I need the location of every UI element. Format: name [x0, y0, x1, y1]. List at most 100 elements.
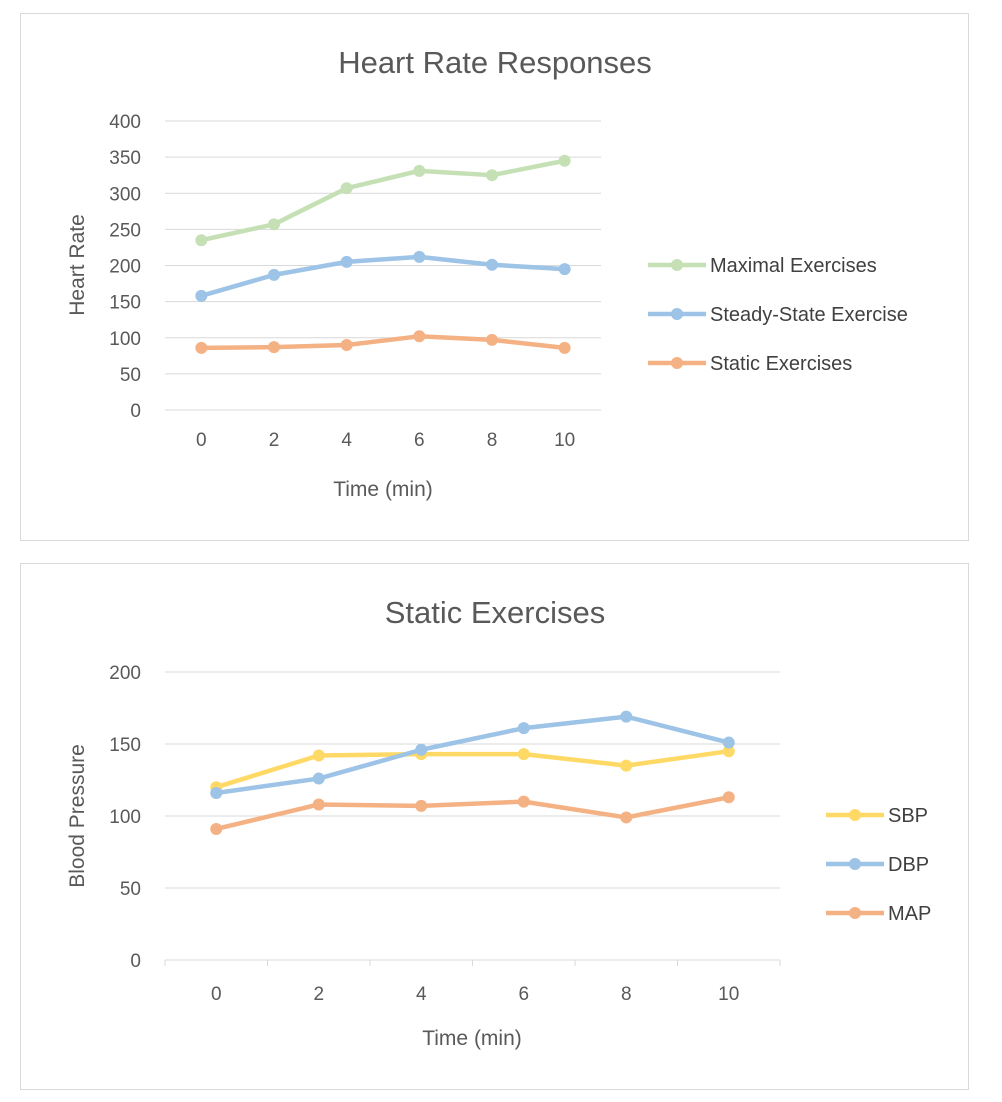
- legend-item: Steady-State Exercise: [648, 304, 908, 326]
- data-point: [415, 799, 428, 812]
- y-tick-label: 50: [120, 365, 141, 386]
- y-axis-label: Blood Pressure: [66, 744, 89, 888]
- data-point: [413, 250, 426, 263]
- data-point: [195, 234, 208, 247]
- legend-item: DBP: [826, 854, 929, 876]
- x-tick-label: 10: [718, 984, 739, 1005]
- blood-pressure-chart: Static Exercises Time (min) Blood Pressu…: [20, 563, 969, 1090]
- data-point: [340, 338, 353, 351]
- y-tick-label: 0: [130, 951, 141, 972]
- y-tick-label: 200: [109, 257, 141, 278]
- data-point: [268, 218, 280, 231]
- x-tick-label: 8: [621, 984, 632, 1005]
- legend-label: MAP: [888, 903, 931, 925]
- y-tick-label: 100: [109, 329, 141, 350]
- legend-marker: [849, 907, 861, 919]
- series-line: [214, 795, 731, 832]
- data-point: [558, 341, 571, 354]
- y-tick-label: 350: [109, 148, 141, 169]
- chart-title: Static Exercises: [385, 595, 606, 630]
- x-tick-label: 4: [416, 984, 427, 1005]
- y-axis-label: Heart Rate: [66, 214, 89, 316]
- data-point: [722, 745, 735, 758]
- series-line: [199, 334, 567, 351]
- legend-item: SBP: [826, 805, 928, 827]
- data-point: [195, 341, 208, 354]
- data-point: [722, 736, 735, 749]
- x-axis-label: Time (min): [333, 478, 433, 501]
- legend-marker: [849, 809, 861, 821]
- legend-item: Static Exercises: [648, 353, 852, 375]
- legend-marker: [849, 858, 861, 870]
- legend-marker: [671, 259, 683, 271]
- data-point: [486, 169, 498, 182]
- data-point: [517, 722, 530, 735]
- data-point: [340, 182, 353, 195]
- x-tick-label: 2: [313, 984, 324, 1005]
- y-tick-label: 400: [109, 112, 141, 133]
- series-dbp: [210, 710, 735, 799]
- series-line: [199, 254, 567, 299]
- series-maximal-exercises: [195, 154, 571, 247]
- x-tick-label: 6: [518, 984, 529, 1005]
- legend-label: Static Exercises: [710, 353, 852, 375]
- data-point: [268, 341, 280, 354]
- data-point: [413, 164, 426, 177]
- data-point: [486, 258, 498, 271]
- data-point: [620, 811, 633, 824]
- data-point: [210, 786, 223, 799]
- y-tick-label: 100: [109, 807, 141, 828]
- x-tick-label: 8: [487, 430, 498, 451]
- data-point: [413, 330, 426, 343]
- series-static-exercises: [195, 330, 571, 354]
- heart-rate-chart: Heart Rate Responses Time (min) Heart Ra…: [20, 13, 969, 541]
- data-point: [210, 822, 223, 835]
- data-point: [312, 772, 325, 785]
- data-point: [340, 255, 353, 268]
- x-tick-label: 0: [211, 984, 222, 1005]
- y-tick-label: 150: [109, 735, 141, 756]
- data-point: [486, 333, 498, 346]
- series-line: [199, 158, 567, 243]
- data-point: [517, 748, 530, 761]
- y-tick-label: 50: [120, 879, 141, 900]
- x-tick-label: 2: [269, 430, 280, 451]
- legend-marker: [671, 308, 683, 320]
- chart-frame: [20, 13, 969, 541]
- x-axis-label: Time (min): [422, 1027, 522, 1050]
- data-point: [415, 743, 428, 756]
- series-line: [214, 748, 731, 790]
- y-tick-label: 250: [109, 220, 141, 241]
- data-point: [268, 268, 280, 281]
- chart-title: Heart Rate Responses: [338, 45, 652, 80]
- data-point: [312, 749, 325, 762]
- x-tick-label: 10: [554, 430, 575, 451]
- y-tick-label: 0: [130, 401, 141, 422]
- x-tick-label: 4: [341, 430, 352, 451]
- legend-item: MAP: [826, 903, 931, 925]
- y-tick-label: 200: [109, 663, 141, 684]
- y-tick-label: 150: [109, 293, 141, 314]
- series-map: [210, 791, 735, 835]
- series-steady-state-exercise: [195, 250, 571, 302]
- data-point: [620, 759, 633, 772]
- x-tick-label: 0: [196, 430, 207, 451]
- legend-label: Steady-State Exercise: [710, 304, 908, 326]
- data-point: [558, 154, 571, 167]
- data-point: [722, 791, 735, 804]
- legend-label: DBP: [888, 854, 929, 876]
- data-point: [620, 710, 633, 723]
- data-point: [517, 795, 530, 808]
- series-line: [214, 714, 731, 796]
- legend-label: Maximal Exercises: [710, 255, 877, 277]
- data-point: [558, 263, 571, 276]
- y-tick-label: 300: [109, 184, 141, 205]
- chart-frame: [20, 563, 969, 1090]
- legend-label: SBP: [888, 805, 928, 827]
- legend-marker: [671, 357, 683, 369]
- data-point: [312, 798, 325, 811]
- data-point: [195, 289, 208, 302]
- x-tick-label: 6: [414, 430, 425, 451]
- legend-item: Maximal Exercises: [648, 255, 877, 277]
